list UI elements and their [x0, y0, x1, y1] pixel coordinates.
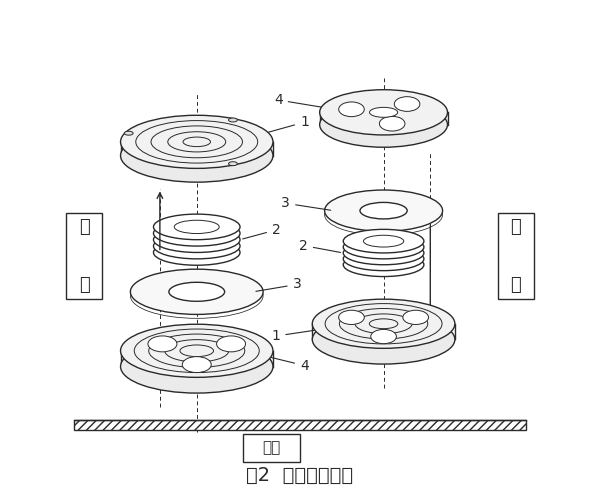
Ellipse shape	[320, 90, 448, 135]
Ellipse shape	[121, 129, 273, 182]
Text: 图2  进出气原理图: 图2 进出气原理图	[247, 466, 353, 485]
Ellipse shape	[121, 116, 273, 168]
Ellipse shape	[343, 247, 424, 270]
Ellipse shape	[338, 102, 364, 117]
Ellipse shape	[154, 214, 240, 240]
Ellipse shape	[148, 336, 177, 352]
Ellipse shape	[364, 236, 404, 247]
Ellipse shape	[343, 241, 424, 265]
Ellipse shape	[229, 118, 238, 122]
Text: 1: 1	[271, 328, 329, 343]
Ellipse shape	[379, 116, 405, 131]
Ellipse shape	[169, 282, 224, 302]
Ellipse shape	[338, 310, 364, 324]
Ellipse shape	[360, 202, 407, 219]
Text: 3: 3	[256, 278, 301, 291]
Ellipse shape	[343, 230, 424, 253]
Text: 2: 2	[299, 238, 341, 252]
Ellipse shape	[312, 299, 455, 348]
Text: 3: 3	[281, 196, 331, 210]
Bar	[498, 213, 533, 299]
Ellipse shape	[154, 240, 240, 265]
Text: 进

气: 进 气	[511, 218, 521, 294]
Bar	[67, 213, 102, 299]
Ellipse shape	[182, 356, 211, 372]
Ellipse shape	[154, 220, 240, 246]
Text: 4: 4	[274, 93, 326, 108]
Text: 4: 4	[257, 354, 309, 372]
Ellipse shape	[229, 162, 238, 166]
Ellipse shape	[174, 220, 219, 234]
Ellipse shape	[124, 131, 133, 135]
Ellipse shape	[312, 315, 455, 364]
Ellipse shape	[154, 227, 240, 252]
Text: 气缸: 气缸	[263, 440, 281, 456]
Ellipse shape	[217, 336, 245, 352]
Ellipse shape	[130, 269, 263, 314]
Text: 出

气: 出 气	[79, 218, 89, 294]
Ellipse shape	[343, 235, 424, 259]
Ellipse shape	[320, 102, 448, 147]
Text: 1: 1	[254, 115, 309, 136]
Ellipse shape	[121, 324, 273, 378]
Ellipse shape	[121, 340, 273, 393]
Bar	[244, 434, 300, 462]
Text: 2: 2	[242, 223, 281, 239]
Ellipse shape	[343, 253, 424, 276]
Ellipse shape	[394, 96, 420, 112]
Ellipse shape	[403, 310, 428, 324]
Ellipse shape	[154, 234, 240, 259]
Ellipse shape	[370, 108, 398, 118]
Bar	[74, 420, 526, 430]
Ellipse shape	[371, 330, 397, 344]
Ellipse shape	[325, 190, 443, 232]
